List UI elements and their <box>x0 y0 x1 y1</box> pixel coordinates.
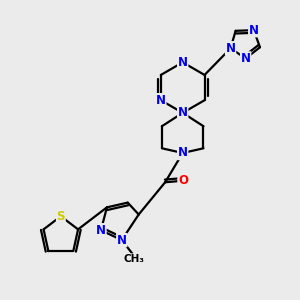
Text: N: N <box>249 24 259 37</box>
Text: N: N <box>96 224 106 237</box>
Text: N: N <box>178 146 188 160</box>
Text: S: S <box>57 210 65 223</box>
Text: N: N <box>241 52 251 65</box>
Text: N: N <box>178 106 188 119</box>
Text: O: O <box>178 174 188 187</box>
Text: N: N <box>178 56 188 69</box>
Text: CH₃: CH₃ <box>123 254 144 264</box>
Text: N: N <box>226 42 236 55</box>
Text: N: N <box>117 234 127 247</box>
Text: N: N <box>156 94 166 107</box>
